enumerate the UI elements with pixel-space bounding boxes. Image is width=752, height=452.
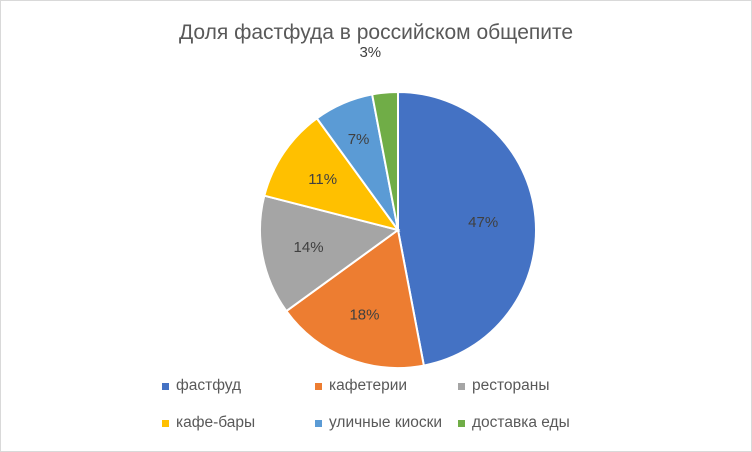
pie-slice-3 [259, 194, 401, 313]
pie-slice-4 [263, 116, 401, 232]
data-label-1: 47% [468, 214, 498, 231]
pie-slice-1 [397, 90, 537, 367]
data-label-3: 14% [294, 239, 324, 256]
pie-slice-6 [370, 90, 399, 231]
data-label-2: 18% [349, 307, 379, 324]
data-label-4: 11% [308, 171, 337, 188]
data-label-5: 7% [348, 131, 370, 148]
chart-title: Доля фастфуда в российском общепите [178, 21, 574, 44]
data-label-6: 3% [359, 44, 381, 61]
pie-slice-2 [284, 228, 426, 369]
